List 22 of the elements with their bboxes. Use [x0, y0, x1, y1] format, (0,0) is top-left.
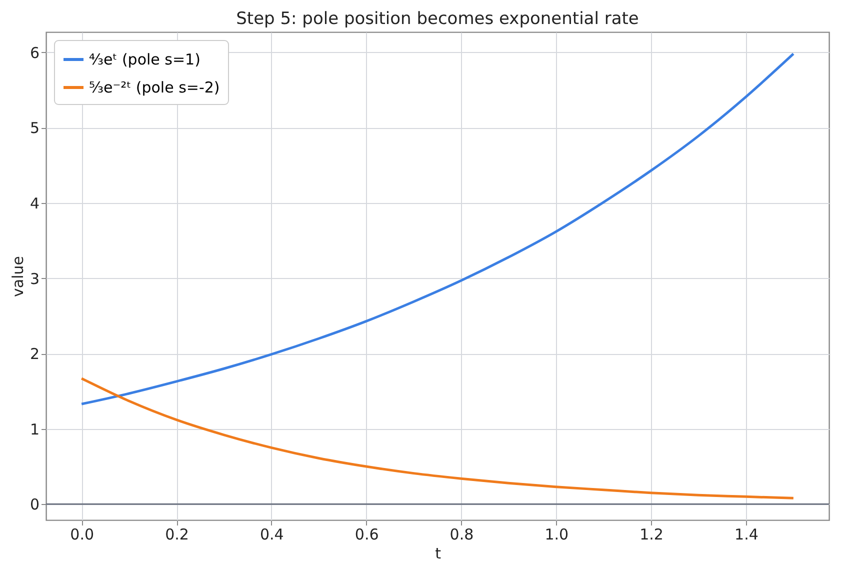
y-tick-label: 4	[30, 194, 40, 212]
x-tick-label: 1.2	[640, 526, 664, 544]
x-tick-label: 0.4	[260, 526, 284, 544]
y-tick-label: 3	[30, 270, 40, 288]
x-tick-label: 1.4	[734, 526, 758, 544]
x-tick-label: 0.0	[70, 526, 94, 544]
y-tick-label: 1	[30, 420, 40, 438]
line-series	[80, 377, 795, 500]
legend-label: ⁵⁄₃e⁻²ᵗ (pole s=-2)	[89, 78, 220, 96]
y-tick-label: 5	[30, 119, 40, 138]
line-series	[80, 52, 795, 406]
x-tick-label: 0.2	[165, 526, 189, 544]
legend-label: ⁴⁄₃eᵗ (pole s=1)	[89, 50, 200, 68]
y-tick-label: 0	[30, 496, 40, 514]
x-tick-label: 1.0	[544, 526, 569, 544]
chart-title: Step 5: pole position becomes exponential rate	[236, 9, 639, 29]
x-tick-label: 0.6	[354, 526, 379, 544]
x-axis-title: t	[435, 544, 442, 562]
x-tick-label: 0.8	[450, 526, 474, 544]
y-tick-label: 2	[30, 345, 40, 364]
y-axis-title: value	[8, 256, 27, 297]
y-tick-label: 6	[30, 44, 40, 62]
